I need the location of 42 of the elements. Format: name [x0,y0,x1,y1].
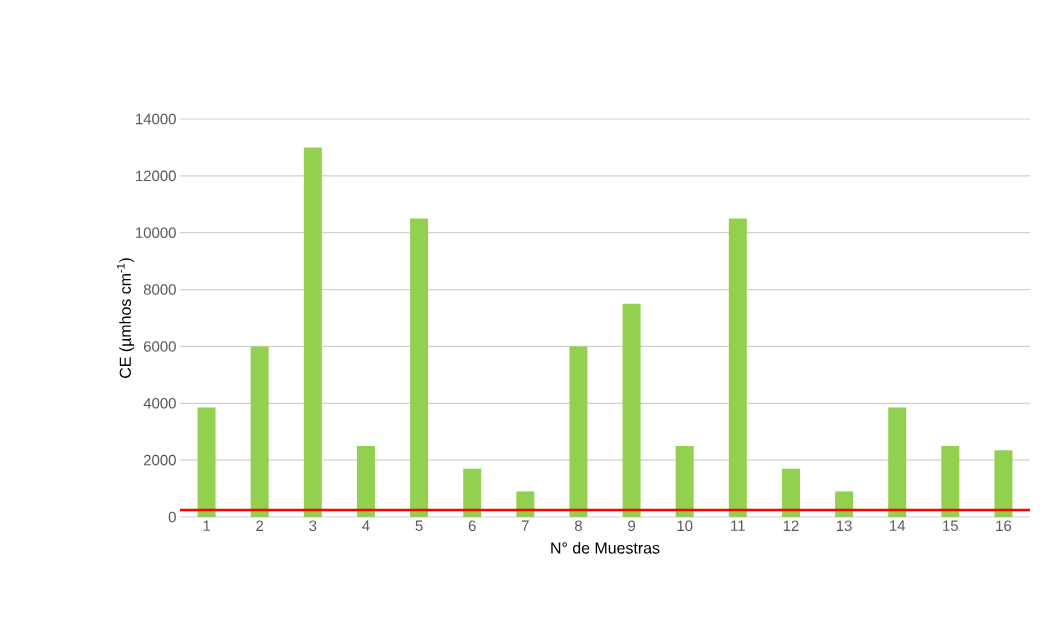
bar [994,450,1013,517]
x-tick-label: 6 [468,520,476,532]
x-tick-label: 4 [362,520,370,531]
x-tick-label: 16 [996,520,1012,532]
x-tick-label: 12 [783,520,799,531]
x-tick-label: 3 [309,520,317,532]
bar [250,346,269,517]
x-axis-title: N° de Muestras [551,541,660,554]
y-tick-label: 0 [168,511,176,523]
bar [303,147,322,517]
x-tick-label: 1 [203,520,210,531]
bar [197,407,216,517]
y-tick-label: 4000 [143,397,176,409]
bar [410,218,429,517]
bar [569,346,588,517]
y-tick-label: 8000 [143,284,176,295]
y-axis-title: CE (µmhos cm$^{-1}$) [116,258,135,378]
bar [516,491,535,517]
x-tick-label: 8 [574,520,582,532]
y-tick-label: 10000 [136,227,176,238]
x-tick-label: 15 [943,520,959,531]
bar [888,407,907,517]
x-tick-label: 11 [731,520,745,531]
y-tick-label: 2000 [143,454,176,466]
x-tick-label: 14 [890,520,906,531]
bar [781,468,800,517]
y-tick-label: 12000 [136,170,176,182]
bar [675,445,694,517]
bar [463,468,482,517]
bar [622,303,641,517]
bar [835,491,854,517]
x-tick-label: 13 [836,520,852,532]
x-tick-label: 7 [521,520,529,531]
bar [941,445,960,517]
bar [356,445,375,517]
y-tick-label: 6000 [144,341,176,352]
x-tick-label: 2 [256,520,264,531]
x-tick-label: 5 [415,520,423,531]
x-tick-label: 9 [628,520,636,532]
x-tick-label: 10 [677,520,693,532]
y-tick-label: 14000 [136,113,176,125]
bar [728,218,747,517]
